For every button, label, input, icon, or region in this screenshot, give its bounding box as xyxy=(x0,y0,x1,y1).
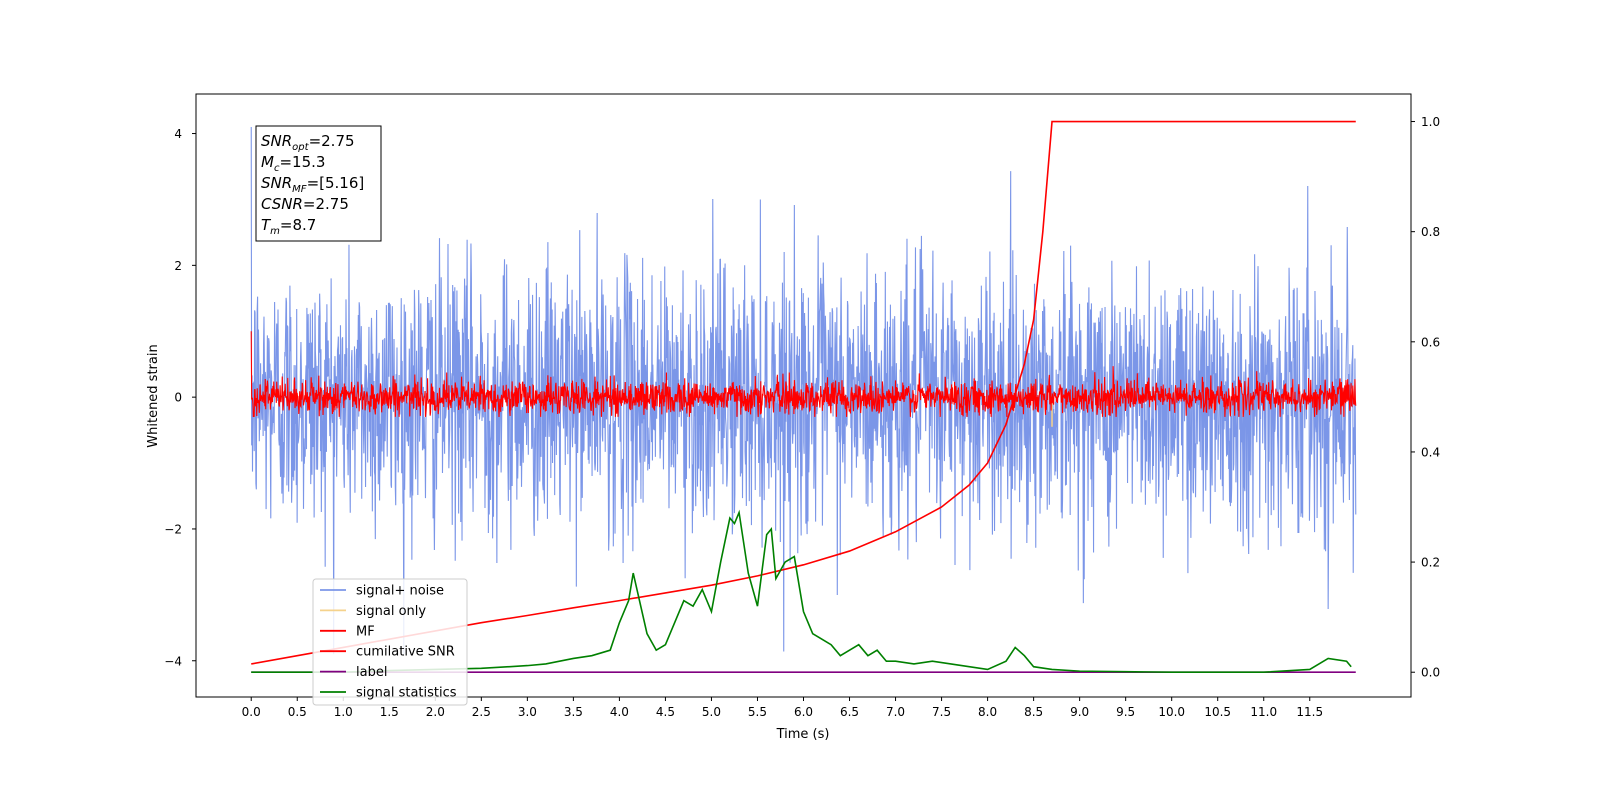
legend-label: label xyxy=(356,665,387,680)
legend-label: signal only xyxy=(356,604,426,619)
x-tick-label: 1.0 xyxy=(334,705,353,719)
x-axis-label: Time (s) xyxy=(776,727,830,742)
legend-label: MF xyxy=(356,624,375,639)
x-tick-label: 5.0 xyxy=(702,705,721,719)
x-tick-label: 6.5 xyxy=(840,705,859,719)
x-tick-label: 0.5 xyxy=(288,705,307,719)
x-tick-label: 9.5 xyxy=(1116,705,1135,719)
x-tick-label: 3.0 xyxy=(518,705,537,719)
x-tick-label: 8.0 xyxy=(978,705,997,719)
legend-label: signal statistics xyxy=(356,686,457,701)
x-tick-label: 10.5 xyxy=(1204,705,1231,719)
annotation-line: CSNR=2.75 xyxy=(261,195,349,213)
x-tick-label: 11.5 xyxy=(1296,705,1323,719)
x-tick-label: 2.0 xyxy=(426,705,445,719)
y-left-tick-label: 0 xyxy=(174,391,182,405)
x-tick-label: 5.5 xyxy=(748,705,767,719)
annotation-frame xyxy=(255,125,382,242)
legend-label: signal+ noise xyxy=(356,584,444,599)
y-axis-label: Whitened strain xyxy=(146,344,161,447)
y-left-tick-label: 4 xyxy=(174,127,182,141)
x-tick-label: 2.5 xyxy=(472,705,491,719)
y-left-tick-label: −4 xyxy=(164,654,182,668)
x-tick-label: 4.0 xyxy=(610,705,629,719)
series-signal-statistics xyxy=(251,509,1352,674)
annotation-line: SNRMF=[5.16] xyxy=(261,174,364,195)
annotation-line: Tm=8.7 xyxy=(261,216,316,237)
y-left-tick-label: −2 xyxy=(164,522,182,536)
x-axis: 0.0 0.5 1.0 1.5 2.0 2.5 3.0 3.5 4.0 4.5 5.0 5.5 6.0 6… xyxy=(242,697,1323,719)
x-tick-label: 1.5 xyxy=(380,705,399,719)
x-tick-label: 0.0 xyxy=(242,705,261,719)
series-mf xyxy=(250,331,1357,417)
legend-frame xyxy=(312,578,468,706)
x-tick-label: 11.0 xyxy=(1250,705,1277,719)
x-tick-label: 9.0 xyxy=(1070,705,1089,719)
x-tick-label: 3.5 xyxy=(564,705,583,719)
x-tick-label: 7.5 xyxy=(932,705,951,719)
series-signal-noise xyxy=(250,126,1357,655)
y-right-tick-label: 0.6 xyxy=(1421,335,1440,349)
legend: signal+ noise signal only MF cumilative SNR… xyxy=(312,578,468,706)
y-right-axis: 0.0 0.2 0.4 0.6 0.8 1.0 xyxy=(1411,115,1440,680)
x-tick-label: 6.0 xyxy=(794,705,813,719)
y-right-tick-label: 0.8 xyxy=(1421,225,1440,239)
x-tick-label: 10.0 xyxy=(1158,705,1185,719)
y-right-tick-label: 0.4 xyxy=(1421,445,1440,459)
x-tick-label: 7.0 xyxy=(886,705,905,719)
y-right-tick-label: 1.0 xyxy=(1421,115,1440,129)
annotation-line: Mc=15.3 xyxy=(261,153,325,174)
y-right-tick-label: 0.0 xyxy=(1421,666,1440,680)
x-tick-label: 4.5 xyxy=(656,705,675,719)
legend-label: cumilative SNR xyxy=(356,645,455,660)
y-left-tick-label: 2 xyxy=(174,259,182,273)
x-tick-label: 8.5 xyxy=(1024,705,1043,719)
y-left-axis: −4 −2 0 2 4 xyxy=(164,127,196,668)
y-right-tick-label: 0.2 xyxy=(1421,556,1440,570)
annotation-line: SNRopt=2.75 xyxy=(261,132,355,153)
